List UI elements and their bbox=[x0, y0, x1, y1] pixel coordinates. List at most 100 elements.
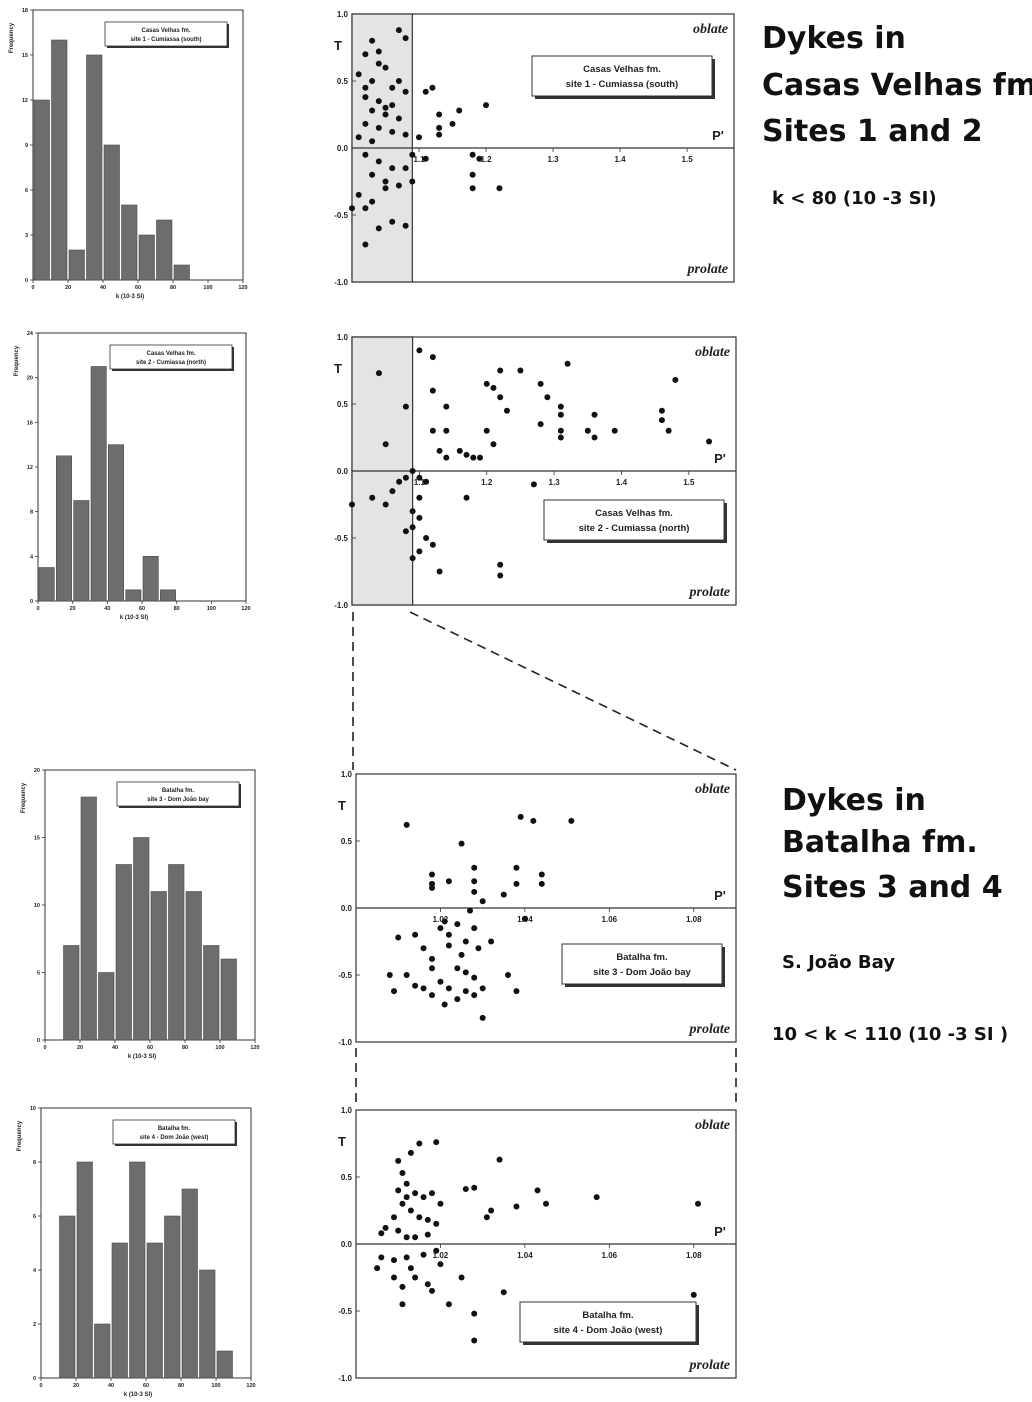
hist2-xtick-label: 120 bbox=[241, 606, 250, 612]
scatter1-point bbox=[362, 51, 369, 58]
scatter1-point bbox=[429, 84, 436, 91]
scatter3-point bbox=[458, 840, 465, 847]
scatter1-xtick-label: 1.5 bbox=[682, 155, 694, 164]
scatter2-point bbox=[591, 434, 598, 441]
scatter3-point bbox=[420, 985, 427, 992]
scatter3-point bbox=[445, 942, 452, 949]
scatter2-point bbox=[416, 347, 423, 354]
hist1-xtick-label: 100 bbox=[203, 285, 212, 291]
hist4-ytick-label: 0 bbox=[33, 1376, 36, 1382]
scatter4-point bbox=[593, 1194, 600, 1201]
hist2-ytick-label: 24 bbox=[27, 331, 34, 337]
scatter1-point bbox=[436, 124, 443, 131]
scatter3-point bbox=[538, 880, 545, 887]
hist3-ylabel: Frequency bbox=[21, 782, 27, 813]
hist4-ytick-label: 2 bbox=[33, 1322, 36, 1328]
hist3-bar bbox=[80, 796, 97, 1041]
scatter4-point bbox=[416, 1214, 423, 1221]
hist4-xtick-label: 100 bbox=[211, 1383, 220, 1389]
scatter4-point bbox=[483, 1214, 490, 1221]
scatter3-point bbox=[412, 931, 419, 938]
hist3-ytick-label: 5 bbox=[37, 971, 40, 977]
hist3-xtick-label: 100 bbox=[215, 1045, 224, 1051]
scatter1-xtick-label: 1.1 bbox=[413, 155, 425, 164]
scatter4-legend-line1: Batalha fm. bbox=[582, 1310, 633, 1321]
hist3-bar bbox=[98, 972, 115, 1041]
scatter2-point bbox=[483, 427, 490, 434]
scatter2-ytick-label: -1.0 bbox=[334, 601, 348, 610]
hist2-bar bbox=[142, 556, 159, 602]
hist2-ytick-label: 20 bbox=[27, 376, 33, 382]
scatter1-xtick-label: 1.3 bbox=[547, 155, 559, 164]
scatter3-point bbox=[441, 1001, 448, 1008]
scatter2-point bbox=[463, 451, 470, 458]
scatter-site4: 1.0 0.5 0.0 -0.5 -1.0 1.02 1.04 1.06 1.08 T P' obla… bbox=[338, 1106, 737, 1383]
scatter1-point bbox=[402, 131, 409, 138]
scatter1-point bbox=[409, 178, 416, 185]
scatter2-point bbox=[409, 524, 416, 531]
scatter2-point bbox=[416, 474, 423, 481]
scatter3-point bbox=[462, 938, 469, 945]
histogram-site3: 0 20 40 60 80 100 120 0 5 10 15 20 k (10-3 SI) Freque… bbox=[21, 768, 260, 1060]
group1-title-line2: Casas Velhas fm. bbox=[762, 68, 1032, 103]
hist4-xtick-label: 60 bbox=[143, 1383, 149, 1389]
group1-title-line1: Dykes in bbox=[762, 21, 906, 56]
scatter2-ytick-label: -0.5 bbox=[334, 534, 348, 543]
hist2-bar bbox=[56, 455, 72, 602]
hist3-bar bbox=[63, 945, 80, 1041]
scatter2-point bbox=[557, 403, 564, 410]
hist1-ylabel: Frequency bbox=[9, 22, 15, 53]
scatter2-point bbox=[443, 427, 450, 434]
hist3-bar bbox=[185, 891, 202, 1041]
scatter2-point bbox=[530, 481, 537, 488]
scatter2-point bbox=[389, 488, 396, 495]
hist1-bar bbox=[138, 234, 155, 281]
hist3-xlabel: k (10-3 SI) bbox=[128, 1054, 156, 1060]
scatter1-point bbox=[422, 155, 429, 162]
scatter4-point bbox=[403, 1234, 410, 1241]
group2-title-line3: Sites 3 and 4 bbox=[782, 870, 1003, 905]
hist2-legend-line1: Casas Velhas fm. bbox=[146, 351, 195, 357]
hist2-xtick-label: 60 bbox=[139, 606, 145, 612]
hist1-bar bbox=[173, 264, 190, 281]
scatter3-point bbox=[429, 965, 435, 972]
scatter3-point bbox=[505, 972, 511, 978]
scatter1-point bbox=[375, 124, 382, 131]
scatter4-point bbox=[378, 1254, 385, 1261]
hist3-xtick-label: 60 bbox=[147, 1045, 153, 1051]
scatter3-xtick-label: 1.02 bbox=[433, 915, 449, 924]
scatter1-point bbox=[355, 134, 362, 141]
hist1-bar bbox=[156, 219, 173, 281]
hist3-ytick-label: 0 bbox=[37, 1038, 40, 1044]
hist1-xtick-label: 80 bbox=[170, 285, 176, 291]
scatter4-ytick-label: -1.0 bbox=[338, 1374, 352, 1383]
hist3-bar bbox=[133, 837, 150, 1041]
hist1-ytick-label: 3 bbox=[25, 233, 28, 239]
scatter4-point bbox=[399, 1169, 406, 1176]
scatter1-point bbox=[402, 222, 409, 229]
scatter2-ylabel: T bbox=[334, 361, 342, 376]
hist2-legend-box bbox=[109, 344, 233, 370]
scatter4-point bbox=[424, 1216, 431, 1223]
hist4-ytick-label: 4 bbox=[33, 1268, 37, 1274]
hist3-legend-line2: site 3 - Dom João bay bbox=[147, 797, 209, 803]
hist3-xtick-label: 80 bbox=[182, 1045, 188, 1051]
hist4-bar bbox=[76, 1161, 93, 1379]
scatter1-point bbox=[362, 84, 369, 91]
scatter2-point bbox=[470, 454, 477, 461]
scatter4-point bbox=[420, 1194, 427, 1201]
scatter2-point bbox=[409, 508, 416, 515]
scatter2-point bbox=[490, 384, 497, 391]
hist2-bar bbox=[160, 589, 176, 602]
scatter3-legend-line2: site 3 - Dom João bay bbox=[593, 967, 691, 978]
scatter4-point bbox=[395, 1187, 402, 1194]
scatter3-point bbox=[471, 974, 478, 981]
hist1-ytick-label: 9 bbox=[25, 143, 28, 149]
scatter2-point bbox=[584, 427, 591, 434]
hist2-bar bbox=[73, 500, 90, 602]
scatter4-point bbox=[412, 1234, 419, 1241]
scatter1-point bbox=[375, 158, 382, 165]
hist2-xtick-label: 0 bbox=[36, 606, 39, 612]
scatter2-point bbox=[706, 438, 713, 445]
scatter2-point bbox=[436, 568, 443, 575]
